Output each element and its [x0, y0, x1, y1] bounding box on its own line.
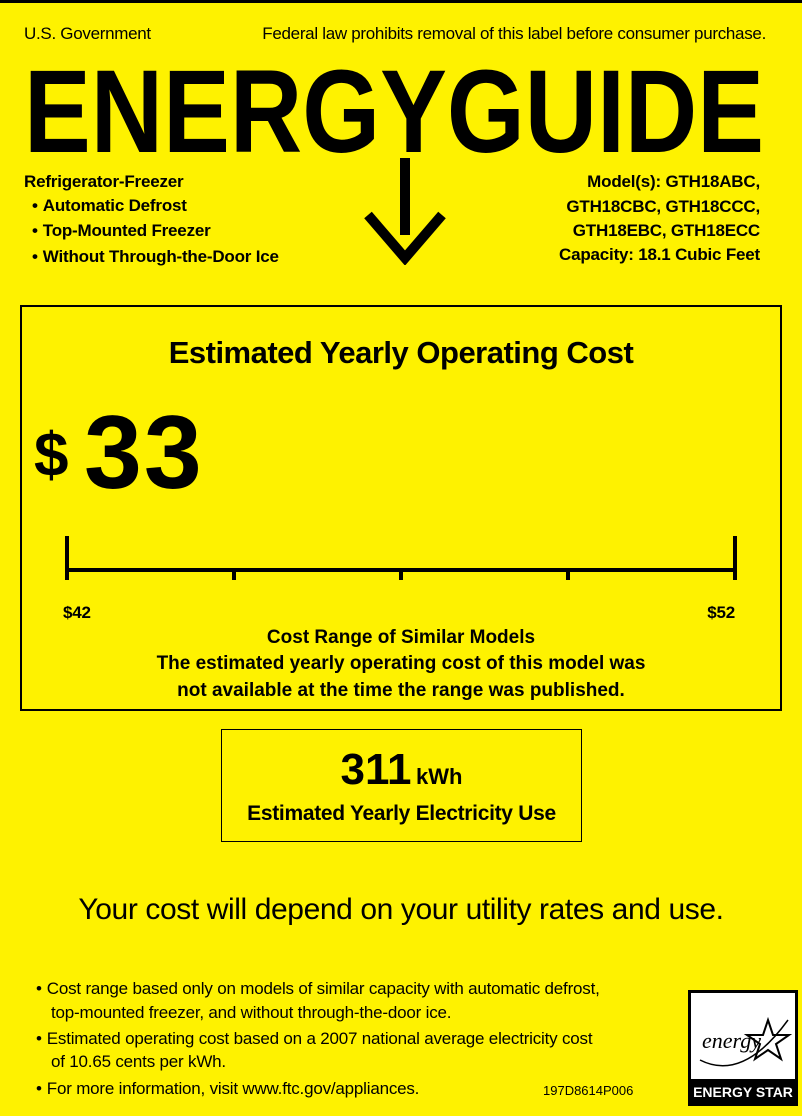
- label-code: 197D8614P006: [543, 1083, 634, 1098]
- energy-box: [221, 729, 582, 842]
- product-type: Refrigerator-Freezer: [24, 172, 184, 191]
- cost-heading: Estimated Yearly Operating Cost: [168, 335, 634, 370]
- range-low: $42: [63, 603, 91, 622]
- energy-use: 311 kWh: [221, 745, 582, 795]
- energy-amount: 311: [340, 745, 412, 794]
- energy-label: Estimated Yearly Electricity Use: [247, 802, 556, 825]
- model-line: Model(s): GTH18ABC,: [587, 172, 760, 191]
- cost-box: [20, 305, 782, 711]
- range-note: The estimated yearly operating cost of t…: [156, 653, 646, 674]
- energy-unit: kWh: [415, 764, 463, 789]
- model-line: GTH18EBC, GTH18ECC: [572, 221, 760, 240]
- cost-currency: $: [34, 421, 69, 490]
- footnote: Estimated operating cost based on a 2007…: [36, 1029, 593, 1049]
- header-right: Federal law prohibits removal of this la…: [262, 24, 766, 43]
- footnote: top-mounted freezer, and without through…: [51, 1003, 452, 1022]
- logo-swoosh: [699, 1019, 789, 1067]
- tagline: Your cost will depend on your utility ra…: [78, 893, 724, 926]
- logo-name: ENERGY STAR: [693, 1084, 793, 1100]
- feature: Automatic Defrost: [32, 196, 187, 216]
- range-note: not available at the time the range was …: [177, 680, 625, 701]
- feature: Without Through-the-Door Ice: [32, 247, 279, 267]
- top-rule: [0, 0, 802, 3]
- footnote: of 10.65 cents per kWh.: [51, 1052, 226, 1071]
- title: ENERGYGUIDE: [24, 50, 764, 178]
- cost-range-scale: [65, 536, 737, 580]
- footnote: For more information, visit www.ftc.gov/…: [36, 1079, 420, 1099]
- logo-star: [743, 1016, 793, 1062]
- title-graphic: ENERGYGUIDE: [24, 50, 764, 265]
- energy-star-logo: energy ENERGY STAR: [688, 990, 798, 1106]
- capacity: Capacity: 18.1 Cubic Feet: [559, 245, 760, 264]
- logo-art: energy: [691, 993, 795, 1079]
- model-line: GTH18CBC, GTH18CCC,: [566, 197, 760, 216]
- arrow-head: [364, 211, 446, 265]
- range-high: $52: [707, 603, 735, 622]
- footnote: Cost range based only on models of simil…: [36, 979, 600, 999]
- range-title: Cost Range of Similar Models: [266, 627, 536, 648]
- cost-amount: 33: [84, 395, 204, 511]
- header-left: U.S. Government: [24, 24, 151, 43]
- logo-script: energy: [702, 1028, 761, 1053]
- feature: Top-Mounted Freezer: [32, 221, 211, 241]
